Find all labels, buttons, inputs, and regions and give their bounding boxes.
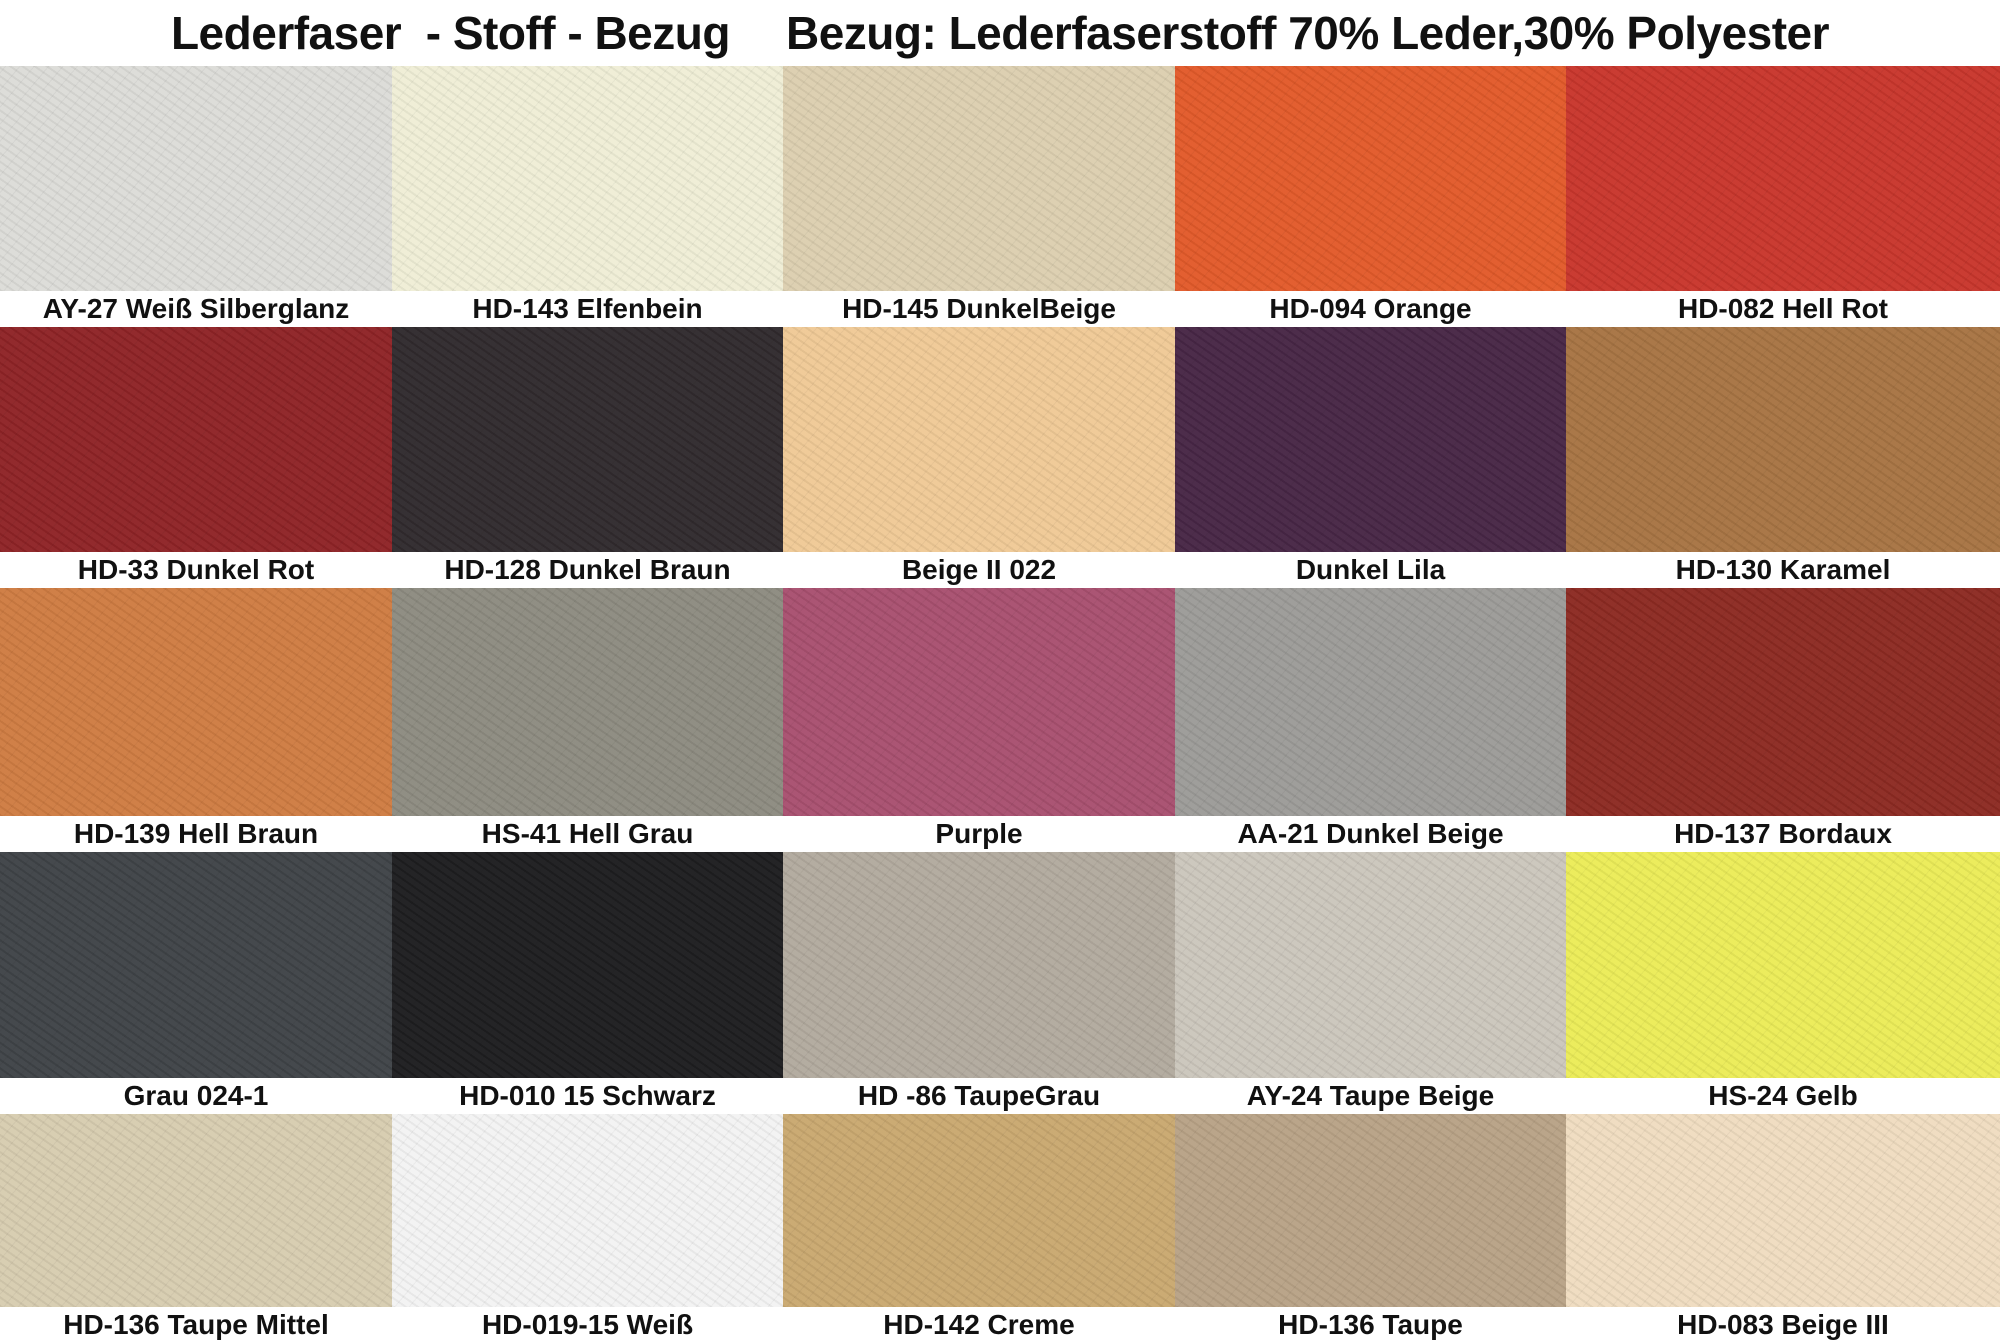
swatch-label: HS-41 Hell Grau (392, 816, 783, 852)
swatch-label: Grau 024-1 (0, 1078, 392, 1114)
color-swatch (0, 1114, 392, 1307)
color-swatch (783, 327, 1175, 552)
title-right: Bezug: Lederfaserstoff 70% Leder,30% Pol… (785, 7, 1830, 59)
color-swatch (392, 327, 783, 552)
color-swatch (392, 1114, 783, 1307)
color-swatch (783, 852, 1175, 1078)
swatch-grid: AY-27 Weiß Silberglanz HD-143 Elfenbein HD… (0, 66, 2000, 1342)
swatch-label: HD-128 Dunkel Braun (392, 552, 783, 588)
swatch-label: HD -86 TaupeGrau (783, 1078, 1175, 1114)
color-swatch (1175, 1114, 1566, 1307)
color-swatch (1566, 66, 2000, 291)
color-swatch (1175, 327, 1566, 552)
color-swatch (1566, 327, 2000, 552)
title-left: Lederfaser - Stoff - Bezug (170, 7, 731, 59)
color-swatch (1566, 1114, 2000, 1307)
swatch-label: Dunkel Lila (1175, 552, 1566, 588)
color-swatch (0, 327, 392, 552)
swatch-label: HS-24 Gelb (1566, 1078, 2000, 1114)
color-swatch (0, 852, 392, 1078)
color-swatch (1175, 852, 1566, 1078)
swatch-label: Beige II 022 (783, 552, 1175, 588)
swatch-label: HD-019-15 Weiß (392, 1307, 783, 1342)
swatch-label: Purple (783, 816, 1175, 852)
color-swatch (783, 66, 1175, 291)
page-title: Lederfaser - Stoff - Bezug Bezug: Lederf… (0, 0, 2000, 66)
swatch-label: HD-139 Hell Braun (0, 816, 392, 852)
swatch-label: HD-145 DunkelBeige (783, 291, 1175, 327)
swatch-label: HD-094 Orange (1175, 291, 1566, 327)
color-swatch (392, 588, 783, 816)
swatch-label: HD-142 Creme (783, 1307, 1175, 1342)
swatch-label: HD-136 Taupe Mittel (0, 1307, 392, 1342)
color-swatch (783, 588, 1175, 816)
swatch-label: AY-27 Weiß Silberglanz (0, 291, 392, 327)
swatch-label: HD-083 Beige III (1566, 1307, 2000, 1342)
color-swatch (1175, 66, 1566, 291)
color-swatch (1175, 588, 1566, 816)
swatch-label: HD-130 Karamel (1566, 552, 2000, 588)
color-swatch (1566, 852, 2000, 1078)
color-swatch (1566, 588, 2000, 816)
swatch-label: AA-21 Dunkel Beige (1175, 816, 1566, 852)
color-swatch (0, 66, 392, 291)
swatch-label: AY-24 Taupe Beige (1175, 1078, 1566, 1114)
swatch-label: HD-33 Dunkel Rot (0, 552, 392, 588)
swatch-label: HD-082 Hell Rot (1566, 291, 2000, 327)
color-swatch (0, 588, 392, 816)
color-swatch (392, 852, 783, 1078)
color-swatch (392, 66, 783, 291)
swatch-label: HD-143 Elfenbein (392, 291, 783, 327)
swatch-label: HD-136 Taupe (1175, 1307, 1566, 1342)
swatch-label: HD-137 Bordaux (1566, 816, 2000, 852)
swatch-label: HD-010 15 Schwarz (392, 1078, 783, 1114)
color-swatch (783, 1114, 1175, 1307)
